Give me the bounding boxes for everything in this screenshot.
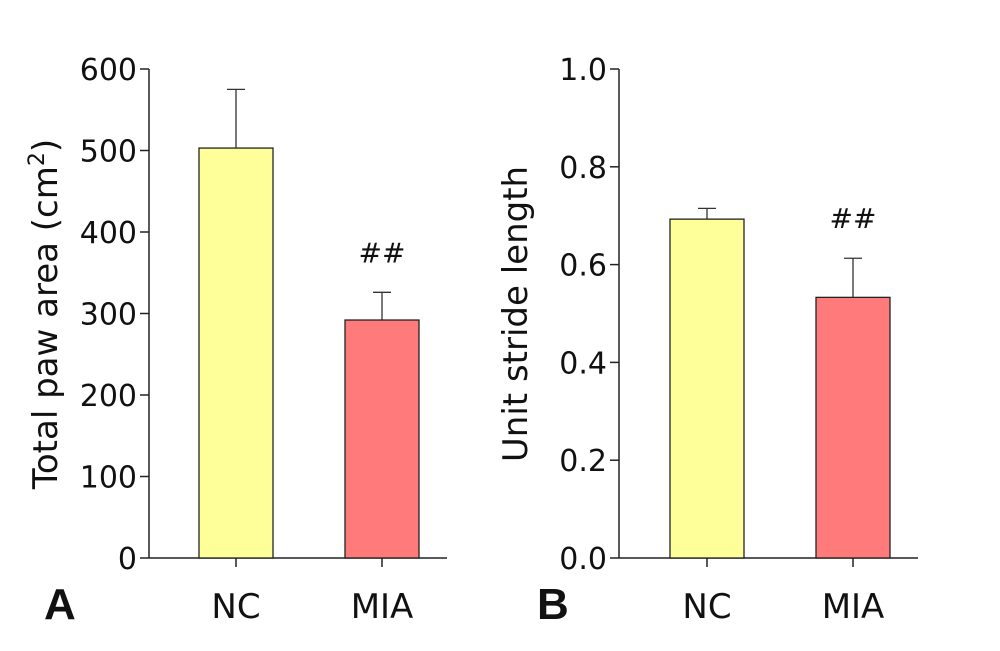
bar-a-nc bbox=[198, 147, 274, 559]
y-tick-label-a: 300 bbox=[80, 298, 137, 333]
chart-panel-a: Total paw area (cm2) A 0 100 200 300 400 500 6… bbox=[25, 53, 447, 629]
significance-mark-b: ## bbox=[830, 202, 877, 235]
bar-a-mia bbox=[344, 319, 420, 559]
y-tick-label-b: 0.6 bbox=[559, 249, 607, 284]
y-tick-label-a: 400 bbox=[80, 216, 137, 251]
panel-letter-b: B bbox=[537, 580, 569, 629]
y-tick-label-b: 0.0 bbox=[559, 542, 607, 577]
y-tick-label-a: 0 bbox=[118, 542, 137, 577]
y-tick-label-a: 100 bbox=[80, 461, 137, 496]
y-tick-label-a: 500 bbox=[80, 135, 137, 170]
bar-b-mia bbox=[815, 296, 891, 559]
x-tick-label-b: NC bbox=[682, 587, 731, 627]
y-tick-label-b: 1.0 bbox=[559, 53, 607, 88]
y-tick-label-a: 200 bbox=[80, 379, 137, 414]
x-tick-label-b: MIA bbox=[822, 587, 885, 627]
y-tick-label-b: 0.8 bbox=[559, 151, 607, 186]
y-axis-title-b: Unit stride length bbox=[496, 166, 536, 462]
panel-letter-a: A bbox=[44, 580, 76, 629]
chart-panel-b: Unit stride length B 0.0 0.2 0.4 0.6 0.8 1.0 N… bbox=[496, 53, 918, 629]
bar-b-nc bbox=[669, 218, 745, 559]
significance-mark-a: ## bbox=[359, 236, 406, 269]
y-tick-label-b: 0.4 bbox=[559, 346, 607, 381]
x-tick-label-a: NC bbox=[211, 587, 260, 627]
y-tick-label-a: 600 bbox=[80, 53, 137, 88]
y-tick-label-b: 0.2 bbox=[559, 444, 607, 479]
x-tick-label-a: MIA bbox=[351, 587, 414, 627]
y-axis-title-a: Total paw area (cm2) bbox=[25, 139, 66, 490]
